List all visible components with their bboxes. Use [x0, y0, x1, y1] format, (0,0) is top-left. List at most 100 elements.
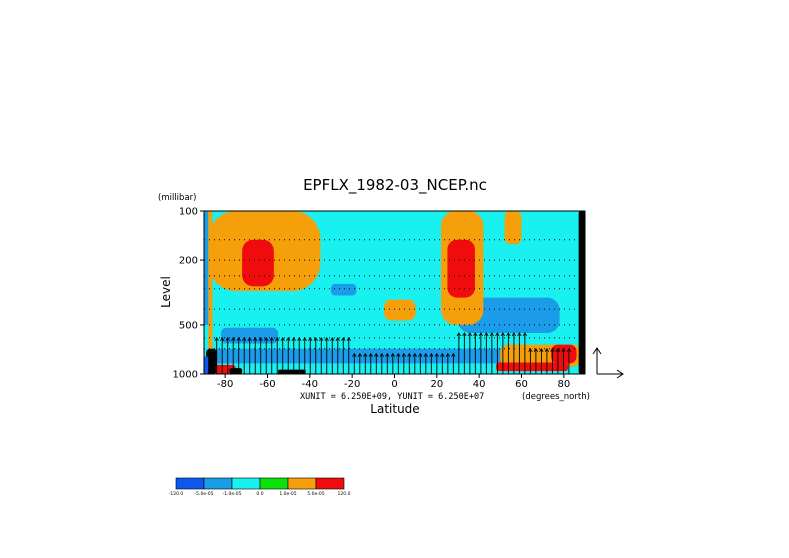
legend-label-6: 120.0 — [338, 491, 351, 497]
x-tick-label-6: 40 — [473, 379, 486, 390]
flux-vector-head-37 — [418, 352, 423, 357]
y-axis-ticks: 100 200 500 1000 — [173, 207, 204, 381]
y-tick-label-1: 200 — [179, 256, 198, 267]
flux-vector-head-52 — [500, 332, 506, 337]
legend-swatch-4 — [287, 477, 317, 490]
flux-vector-head-59 — [539, 347, 544, 352]
x-tick-label-5: 20 — [430, 379, 443, 390]
field-region-5 — [373, 332, 420, 349]
flux-vector-head-5 — [242, 337, 247, 342]
flux-vector-head-39 — [429, 352, 434, 357]
field-region-17 — [447, 239, 475, 298]
flux-vector-head-61 — [550, 347, 555, 352]
flux-vector-head-41 — [440, 352, 445, 357]
legend-label-5: 5.0e-05 — [307, 491, 324, 497]
flux-vector-head-9 — [264, 337, 269, 342]
flux-vector-head-60 — [544, 347, 550, 352]
legend-swatch-2 — [231, 477, 261, 490]
flux-vector-head-12 — [280, 337, 285, 342]
legend-swatch-5 — [315, 477, 345, 490]
flux-vector-head-3 — [231, 337, 236, 342]
flux-vector-head-29 — [374, 352, 379, 357]
flux-vector-head-51 — [495, 332, 500, 337]
flux-vector-head-43 — [451, 352, 456, 357]
x-tick-label-2: -40 — [302, 379, 318, 390]
x-tick-label-3: -20 — [344, 379, 360, 390]
flux-vector-head-14 — [291, 337, 296, 342]
field-region-26 — [204, 356, 209, 374]
y-tick-label-0: 100 — [179, 207, 198, 218]
field-region-2 — [242, 288, 289, 316]
flux-vector-head-58 — [533, 347, 539, 352]
flux-vector-head-1 — [220, 337, 225, 342]
x-tick-label-0: -80 — [217, 379, 233, 390]
x-axis-ticks: -80 -60 -40 -20 0 20 40 60 80 — [217, 374, 570, 390]
flux-vector-head-27 — [363, 352, 368, 357]
flux-vector-head-28 — [368, 352, 373, 357]
flux-vector-head-2 — [225, 337, 230, 342]
flux-vector-head-53 — [506, 332, 511, 337]
flux-vector-head-36 — [412, 352, 417, 357]
legend-label-4: 1.0e-05 — [279, 491, 296, 497]
x-tick-label-4: 0 — [391, 379, 397, 390]
flux-vector-head-50 — [489, 332, 495, 337]
x-tick-label-7: 60 — [515, 379, 528, 390]
flux-vector-head-22 — [335, 337, 340, 342]
flux-vectors — [214, 332, 572, 374]
legend-swatch-0 — [175, 477, 205, 490]
flux-vector-head-31 — [385, 352, 390, 357]
x-axis-unit: (degrees_north) — [522, 392, 590, 402]
flux-vector-head-55 — [517, 332, 522, 337]
flux-vector-head-38 — [423, 352, 428, 357]
field-region-22 — [229, 368, 243, 374]
plot-area — [203, 210, 586, 375]
flux-vector-head-8 — [258, 337, 263, 342]
flux-vector-head-25 — [352, 352, 357, 357]
reference-vector — [592, 347, 624, 379]
legend-label-3: 0.0 — [256, 491, 263, 497]
color-legend: -120.0 -5.0e-05 -1.0e-05 0.0 1.0e-05 5.0e-05 1… — [169, 477, 351, 497]
level-dot-lines — [204, 239, 585, 350]
y-axis-label: Level — [159, 276, 173, 308]
flux-vector-head-42 — [445, 352, 450, 357]
flux-vector-head-63 — [561, 347, 566, 352]
field-region-24 — [578, 211, 585, 374]
flux-vector-head-62 — [555, 347, 561, 352]
x-tick-label-8: 80 — [557, 379, 570, 390]
field-region-23 — [278, 369, 306, 374]
flux-vector-head-44 — [456, 332, 461, 337]
field-region-14 — [208, 211, 213, 374]
field-region-13 — [504, 211, 522, 245]
flux-vector-head-18 — [313, 337, 318, 342]
flux-vector-head-32 — [390, 352, 395, 357]
y-tick-label-2: 500 — [179, 320, 198, 331]
flux-vector-head-7 — [253, 337, 258, 342]
flux-vector-head-34 — [401, 352, 406, 357]
flux-vector-head-15 — [297, 337, 302, 342]
flux-vector-head-33 — [396, 352, 401, 357]
field-region-9 — [331, 283, 357, 296]
flux-vector-head-45 — [462, 332, 467, 337]
field-region-16 — [242, 239, 274, 287]
legend-swatch-3 — [259, 477, 289, 490]
flux-vector-head-4 — [236, 337, 241, 342]
legend-swatch-1 — [203, 477, 233, 490]
flux-vector-head-56 — [522, 332, 528, 337]
flux-vector-head-17 — [308, 337, 313, 342]
x-axis-label: Latitude — [370, 402, 419, 416]
flux-vector-head-0 — [214, 337, 219, 342]
flux-vector-head-64 — [566, 347, 572, 352]
field-region-11 — [383, 299, 416, 321]
flux-vector-head-49 — [484, 332, 489, 337]
flux-vector-head-6 — [247, 337, 252, 342]
legend-label-0: -120.0 — [169, 491, 184, 497]
flux-vector-head-23 — [341, 337, 346, 342]
legend-label-1: -5.0e-05 — [195, 491, 214, 497]
flux-vector-head-19 — [319, 337, 324, 342]
flux-vector-head-46 — [467, 332, 472, 337]
flux-vector-head-47 — [473, 332, 478, 337]
y-tick-label-3: 1000 — [173, 370, 198, 381]
field-region-21 — [206, 348, 217, 374]
legend-label-2: -1.0e-05 — [223, 491, 242, 497]
